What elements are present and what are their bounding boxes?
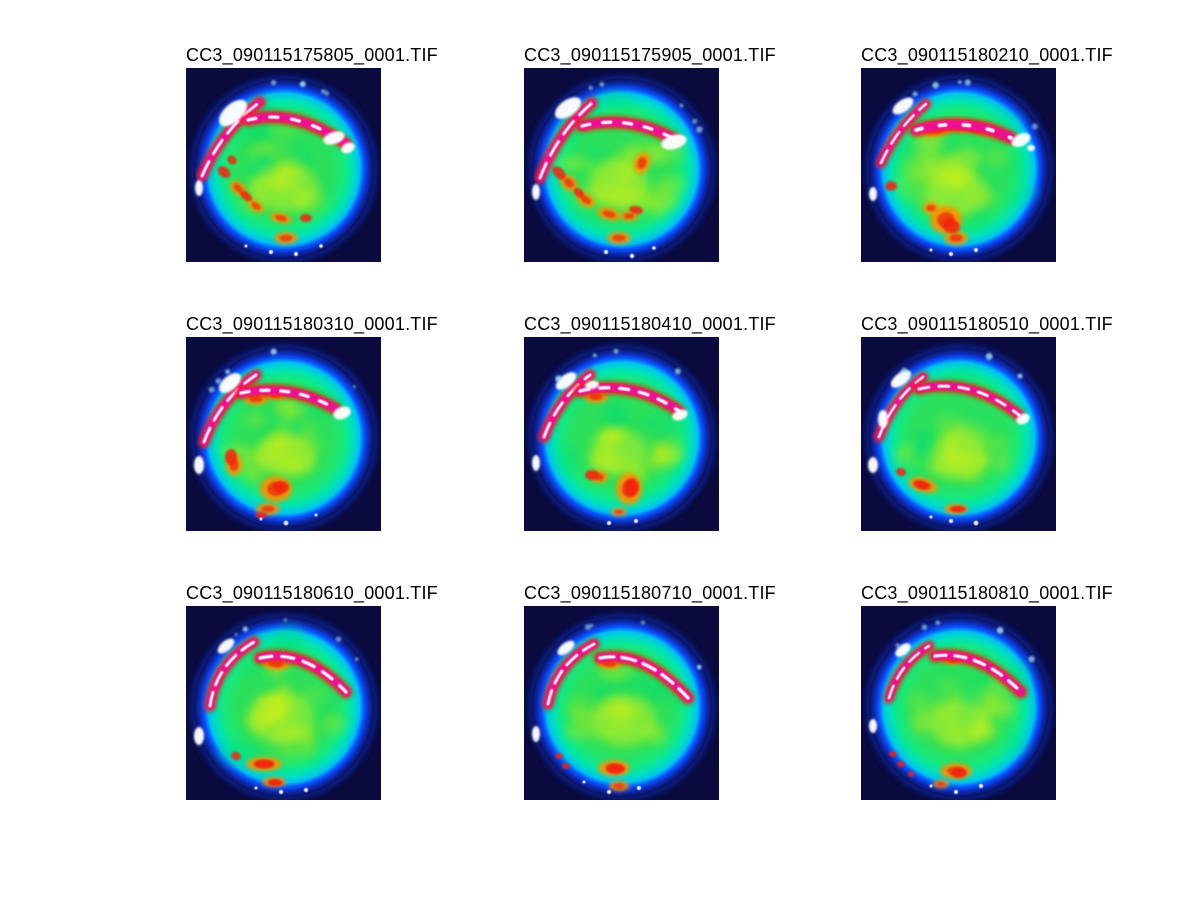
- panel-title: CC3_090115180210_0001.TIF: [861, 45, 1113, 65]
- allsky-camera-image: [524, 337, 719, 531]
- subplot-panel-4: CC3_090115180310_0001.TIF: [186, 314, 438, 531]
- panel-title: CC3_090115180410_0001.TIF: [524, 314, 776, 334]
- subplot-panel-5: CC3_090115180410_0001.TIF: [524, 314, 776, 531]
- panel-title: CC3_090115180710_0001.TIF: [524, 583, 776, 603]
- subplot-panel-7: CC3_090115180610_0001.TIF: [186, 583, 438, 800]
- subplot-panel-8: CC3_090115180710_0001.TIF: [524, 583, 776, 800]
- subplot-panel-2: CC3_090115175905_0001.TIF: [524, 45, 776, 262]
- allsky-camera-image: [861, 606, 1056, 800]
- allsky-camera-image: [524, 68, 719, 262]
- subplot-panel-3: CC3_090115180210_0001.TIF: [861, 45, 1113, 262]
- allsky-camera-image: [186, 337, 381, 531]
- allsky-camera-image: [861, 68, 1056, 262]
- panel-title: CC3_090115175805_0001.TIF: [186, 45, 438, 65]
- subplot-panel-6: CC3_090115180510_0001.TIF: [861, 314, 1113, 531]
- allsky-camera-image: [524, 606, 719, 800]
- allsky-camera-image: [186, 606, 381, 800]
- subplot-panel-9: CC3_090115180810_0001.TIF: [861, 583, 1113, 800]
- allsky-camera-image: [861, 337, 1056, 531]
- panel-title: CC3_090115180310_0001.TIF: [186, 314, 438, 334]
- subplot-panel-1: CC3_090115175805_0001.TIF: [186, 45, 438, 262]
- panel-title: CC3_090115180810_0001.TIF: [861, 583, 1113, 603]
- panel-title: CC3_090115180610_0001.TIF: [186, 583, 438, 603]
- allsky-camera-image: [186, 68, 381, 262]
- panel-title: CC3_090115180510_0001.TIF: [861, 314, 1113, 334]
- panel-title: CC3_090115175905_0001.TIF: [524, 45, 776, 65]
